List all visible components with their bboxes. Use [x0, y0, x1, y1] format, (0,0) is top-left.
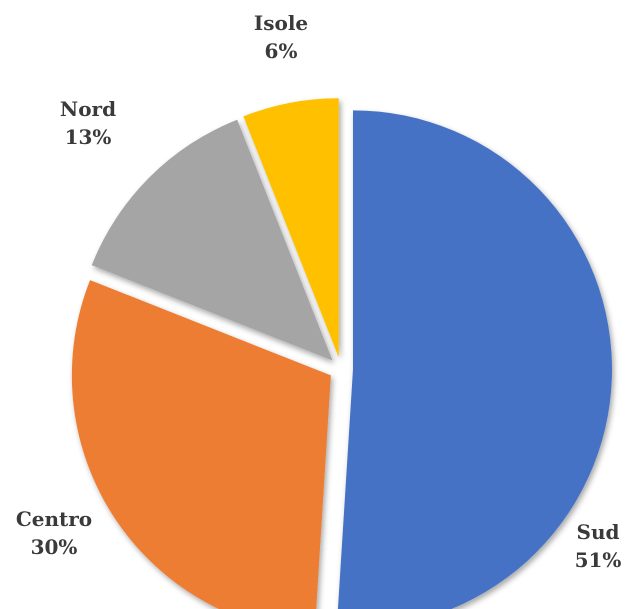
data-label-category: Sud	[577, 520, 620, 544]
pie-labels: Sud 51% Centro 30% Nord 13% Isole 6%	[16, 11, 622, 572]
data-label-isole: Isole 6%	[254, 11, 308, 63]
data-label-category: Isole	[254, 11, 308, 35]
data-label-sud: Sud 51%	[575, 520, 622, 572]
data-label-value: 30%	[31, 535, 78, 559]
pie-slices	[71, 98, 612, 609]
pie-slice-centro	[71, 280, 331, 609]
pie-slice-nord	[91, 119, 333, 361]
data-label-centro: Centro 30%	[16, 507, 92, 559]
data-label-value: 6%	[265, 39, 298, 63]
data-label-category: Nord	[60, 97, 116, 121]
pie-slice-sud	[337, 110, 612, 609]
pie-slice-isole	[243, 98, 339, 358]
data-label-value: 13%	[65, 125, 112, 149]
data-label-nord: Nord 13%	[60, 97, 116, 149]
data-label-category: Centro	[16, 507, 92, 531]
data-label-value: 51%	[575, 548, 622, 572]
